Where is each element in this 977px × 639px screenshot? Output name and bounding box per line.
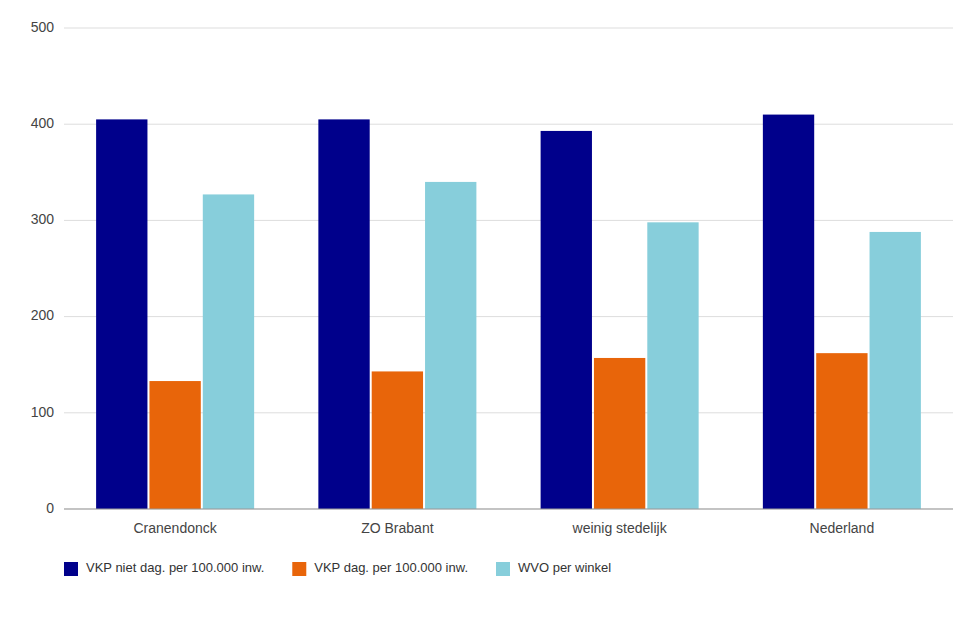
bar — [318, 119, 369, 509]
y-tick-label: 300 — [31, 211, 55, 227]
bar — [870, 232, 921, 509]
legend-item: VKP dag. per 100.000 inw. — [292, 560, 468, 576]
legend-swatch — [292, 562, 306, 576]
bar — [594, 358, 645, 509]
bar — [203, 194, 254, 509]
x-tick-label: weinig stedelijk — [572, 520, 668, 536]
page: {"chart_data": {"type": "bar", "categori… — [0, 0, 977, 639]
bar — [372, 371, 423, 509]
legend-label: VKP niet dag. per 100.000 inw. — [86, 560, 264, 575]
legend-swatch — [496, 562, 510, 576]
chart-container: 0 100 200 300 400 500 Cranendonck ZO Brabant wei… — [0, 0, 977, 639]
y-tick-label: 200 — [31, 307, 55, 323]
x-tick-label: Cranendonck — [133, 520, 217, 536]
bar — [425, 182, 476, 509]
bar — [647, 222, 698, 509]
bar-series — [96, 115, 814, 509]
x-axis: Cranendonck ZO Brabant weinig stedelijk Ned… — [64, 509, 953, 536]
bar — [96, 119, 147, 509]
grid-line — [64, 28, 953, 29]
legend-item: WVO per winkel — [496, 560, 611, 576]
bar — [149, 381, 200, 509]
y-tick-label: 100 — [31, 404, 55, 420]
legend-label: WVO per winkel — [518, 560, 611, 575]
grid — [64, 28, 953, 509]
y-tick-label: 500 — [31, 19, 55, 35]
chart-svg: 0 100 200 300 400 500 Cranendonck ZO Brabant wei… — [0, 0, 977, 639]
y-axis: 0 100 200 300 400 500 — [31, 19, 55, 516]
bar — [763, 115, 814, 509]
bar — [541, 131, 592, 509]
x-tick-label: ZO Brabant — [361, 520, 433, 536]
grid-line — [64, 220, 953, 221]
bar — [816, 353, 867, 509]
legend-item: VKP niet dag. per 100.000 inw. — [64, 560, 264, 576]
bar-series — [203, 182, 921, 509]
grid-line — [64, 124, 953, 125]
bar-series — [149, 353, 867, 509]
bars — [96, 115, 921, 509]
legend-label: VKP dag. per 100.000 inw. — [314, 560, 468, 575]
x-axis-line — [64, 509, 953, 510]
grid-line — [64, 509, 953, 510]
y-tick-label: 400 — [31, 115, 55, 131]
x-tick-label: Nederland — [810, 520, 875, 536]
y-tick-label: 0 — [46, 500, 54, 516]
legend-swatch — [64, 562, 78, 576]
legend: VKP niet dag. per 100.000 inw. VKP dag. p… — [64, 560, 611, 576]
grid-line — [64, 316, 953, 317]
